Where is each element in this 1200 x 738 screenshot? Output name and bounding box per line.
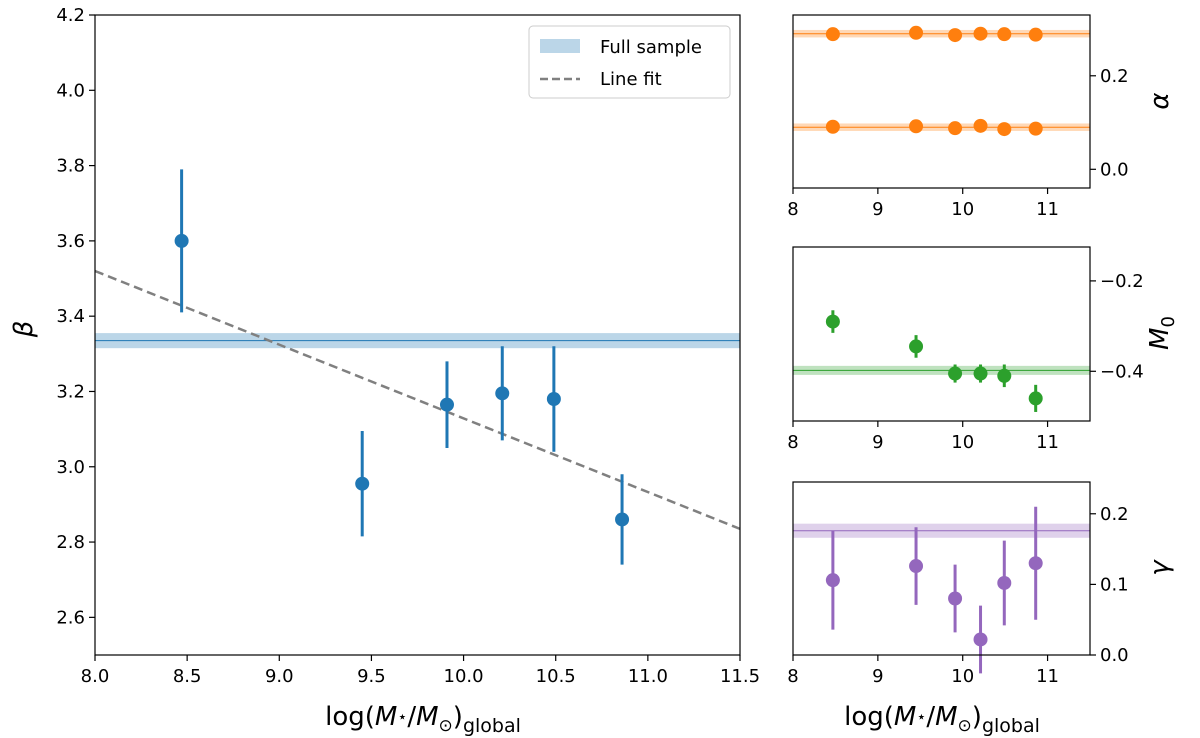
alpha-frame <box>792 14 1091 189</box>
beta-point-1 <box>355 476 370 491</box>
gamma-point-5 <box>1028 556 1043 571</box>
m0-point-5 <box>1028 391 1043 406</box>
beta-ytick-label-4: 3.4 <box>56 306 85 327</box>
alpha-lower-point-0 <box>825 119 840 134</box>
legend-line-fit: Line fit <box>600 69 662 90</box>
alpha-upper-point-5 <box>1028 27 1043 42</box>
alpha-ytick-label-0: 0.0 <box>1100 159 1129 180</box>
alpha-upper-point-3 <box>973 26 988 41</box>
beta-ytick-label-6: 3.8 <box>56 156 85 177</box>
alpha-upper-point-1 <box>909 25 924 40</box>
beta-axis-label: β <box>9 321 39 339</box>
m0-point-0 <box>825 314 840 329</box>
beta-ytick-label-7: 4.0 <box>56 80 85 101</box>
m0-ytick-label-1: −0.2 <box>1100 271 1144 292</box>
beta-xtick-label-3: 9.5 <box>357 666 386 687</box>
alpha-xtick-label-1: 9 <box>872 199 883 220</box>
alpha-ytick-label-1: 0.2 <box>1100 66 1129 87</box>
beta-ytick-label-1: 2.8 <box>56 532 85 553</box>
gamma-axis-label: γ <box>1145 559 1175 576</box>
m0-frame <box>792 246 1091 422</box>
gamma-point-1 <box>909 559 924 574</box>
beta-ticks: 8.0 8.5 9.0 9.5 10.0 10.5 11.0 11.5 2.6 2.8 3.0 3.2… <box>56 5 760 687</box>
beta-x-axis-label: log(M⋆/M⊙)global <box>325 702 521 737</box>
beta-point-4 <box>546 392 561 406</box>
alpha-upper-point-0 <box>825 27 840 42</box>
m0-point-4 <box>997 368 1012 383</box>
alpha-lower-point-5 <box>1028 121 1043 136</box>
gamma-xtick-label-3: 11 <box>1036 666 1059 687</box>
alpha-plot-area <box>792 14 1091 189</box>
m0-xtick-label-3: 11 <box>1036 432 1059 453</box>
beta-point-3 <box>495 386 510 401</box>
beta-frame <box>94 14 741 656</box>
alpha-ticks: 8 9 10 11 0.0 0.2 <box>787 66 1128 220</box>
alpha-panel: 8 9 10 11 0.0 0.2 α <box>787 14 1175 220</box>
alpha-xtick-label-0: 8 <box>787 199 798 220</box>
beta-xtick-label-0: 8.0 <box>81 666 110 687</box>
beta-xtick-label-6: 11.0 <box>628 666 668 687</box>
beta-xtick-label-2: 9.0 <box>265 666 294 687</box>
beta-xtick-label-7: 11.5 <box>720 666 760 687</box>
gamma-panel: 8 9 10 11 0.0 0.1 0.2 γ log(M⋆/M⊙)global <box>787 481 1175 737</box>
legend-band-swatch <box>540 39 580 53</box>
gamma-ytick-label-2: 0.2 <box>1100 504 1129 525</box>
m0-panel: 8 9 10 11 −0.4 −0.2 M0 <box>787 246 1179 453</box>
gamma-point-0 <box>825 573 840 588</box>
gamma-plot-area <box>792 481 1091 674</box>
m0-ticks: 8 9 10 11 −0.4 −0.2 <box>787 271 1143 453</box>
m0-point-1 <box>909 339 924 354</box>
beta-xtick-label-4: 10.0 <box>444 666 484 687</box>
beta-panel: 8.0 8.5 9.0 9.5 10.0 10.5 11.0 11.5 2.6 2.8 3.0 3.2… <box>9 5 760 737</box>
beta-ytick-label-8: 4.2 <box>56 5 85 26</box>
gamma-ytick-label-0: 0.0 <box>1100 645 1129 666</box>
m0-ytick-label-0: −0.4 <box>1100 361 1144 382</box>
gamma-point-2 <box>948 591 963 606</box>
m0-point-3 <box>973 366 988 381</box>
beta-xtick-label-5: 10.5 <box>536 666 576 687</box>
beta-point-0 <box>174 233 189 248</box>
m0-xtick-label-2: 10 <box>951 432 974 453</box>
beta-legend: Full sample Line fit <box>528 25 731 99</box>
m0-xtick-label-1: 9 <box>872 432 883 453</box>
m0-xtick-label-0: 8 <box>787 432 798 453</box>
beta-point-5 <box>615 512 630 527</box>
gamma-point-3 <box>973 632 988 647</box>
alpha-lower-point-3 <box>973 118 988 133</box>
m0-axis-label: M0 <box>1145 316 1179 350</box>
alpha-xtick-label-2: 10 <box>951 199 974 220</box>
alpha-lower-point-4 <box>997 122 1012 137</box>
m0-plot-area <box>792 246 1091 422</box>
gamma-x-axis-label: log(M⋆/M⊙)global <box>844 702 1040 737</box>
alpha-axis-label: α <box>1145 92 1175 109</box>
alpha-upper-point-2 <box>948 28 963 43</box>
gamma-frame <box>792 481 1091 656</box>
beta-ytick-label-0: 2.6 <box>56 607 85 628</box>
gamma-xtick-label-0: 8 <box>787 666 798 687</box>
beta-point-2 <box>439 397 454 412</box>
legend-full-sample: Full sample <box>600 37 702 58</box>
beta-ytick-label-3: 3.2 <box>56 381 85 402</box>
beta-xtick-label-1: 8.5 <box>173 666 202 687</box>
gamma-xtick-label-2: 10 <box>951 666 974 687</box>
m0-point-2 <box>948 366 963 381</box>
beta-ytick-label-5: 3.6 <box>56 231 85 252</box>
gamma-point-4 <box>997 575 1012 590</box>
gamma-xtick-label-1: 9 <box>872 666 883 687</box>
beta-fit-line <box>94 269 741 531</box>
gamma-ytick-label-1: 0.1 <box>1100 574 1129 595</box>
alpha-xtick-label-3: 11 <box>1036 199 1059 220</box>
alpha-lower-point-2 <box>948 121 963 136</box>
alpha-upper-point-4 <box>997 27 1012 42</box>
alpha-lower-point-1 <box>909 119 924 134</box>
beta-ytick-label-2: 3.0 <box>56 457 85 478</box>
beta-plot-area <box>94 14 741 656</box>
gamma-ticks: 8 9 10 11 0.0 0.1 0.2 <box>787 504 1128 687</box>
